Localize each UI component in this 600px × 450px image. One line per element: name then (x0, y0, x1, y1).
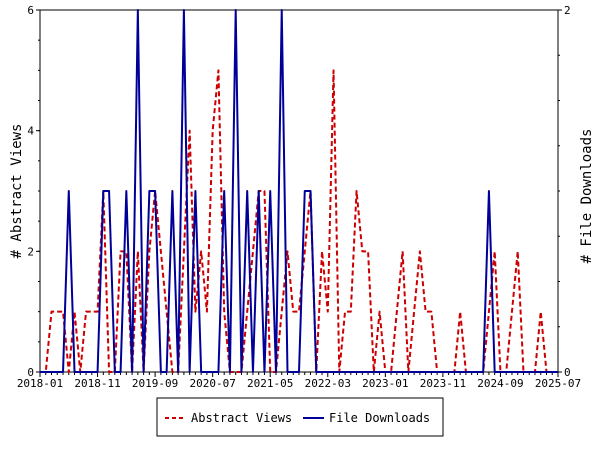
x-tick-label-2018-01: 2018-01 (17, 377, 63, 390)
plot-area (39, 9, 559, 373)
legend-label-file-downloads: File Downloads (329, 411, 430, 425)
x-tick-label-2018-11: 2018-11 (74, 377, 120, 390)
series-line-file-downloads (40, 9, 558, 373)
x-tick-label-2019-09: 2019-09 (132, 377, 178, 390)
y-left-tick-label-0: 0 (27, 366, 34, 379)
x-tick-label-2025-07: 2025-07 (535, 377, 581, 390)
y-left-tick-label-4: 4 (27, 125, 34, 138)
legend: Abstract Views File Downloads (156, 397, 444, 437)
y-axis-right-title: # File Downloads (579, 129, 595, 264)
legend-box (156, 397, 444, 437)
x-tick-label-2024-09: 2024-09 (477, 377, 523, 390)
y-left-tick-label-2: 2 (27, 245, 34, 258)
legend-label-abstract-views: Abstract Views (191, 411, 292, 425)
x-tick-label-2022-03: 2022-03 (305, 377, 351, 390)
y-right-tick-label-2: 2 (564, 4, 571, 17)
y-axis-left-title: # Abstract Views (9, 124, 25, 259)
y-axis-left: 0 2 4 6 (27, 4, 40, 379)
y-right-tick-label-0: 0 (564, 366, 571, 379)
y-axis-right: 02 (558, 4, 571, 379)
x-tick-label-2023-01: 2023-01 (362, 377, 408, 390)
x-tick-label-2023-11: 2023-11 (420, 377, 466, 390)
x-axis: 2018-01 2018-11 2019-09 2020-07 2021-05 2022-… (17, 372, 581, 390)
x-tick-label-2021-05: 2021-05 (247, 377, 293, 390)
y-left-tick-label-6: 6 (27, 4, 34, 17)
series-layer (40, 9, 558, 373)
x-tick-label-2020-07: 2020-07 (189, 377, 235, 390)
